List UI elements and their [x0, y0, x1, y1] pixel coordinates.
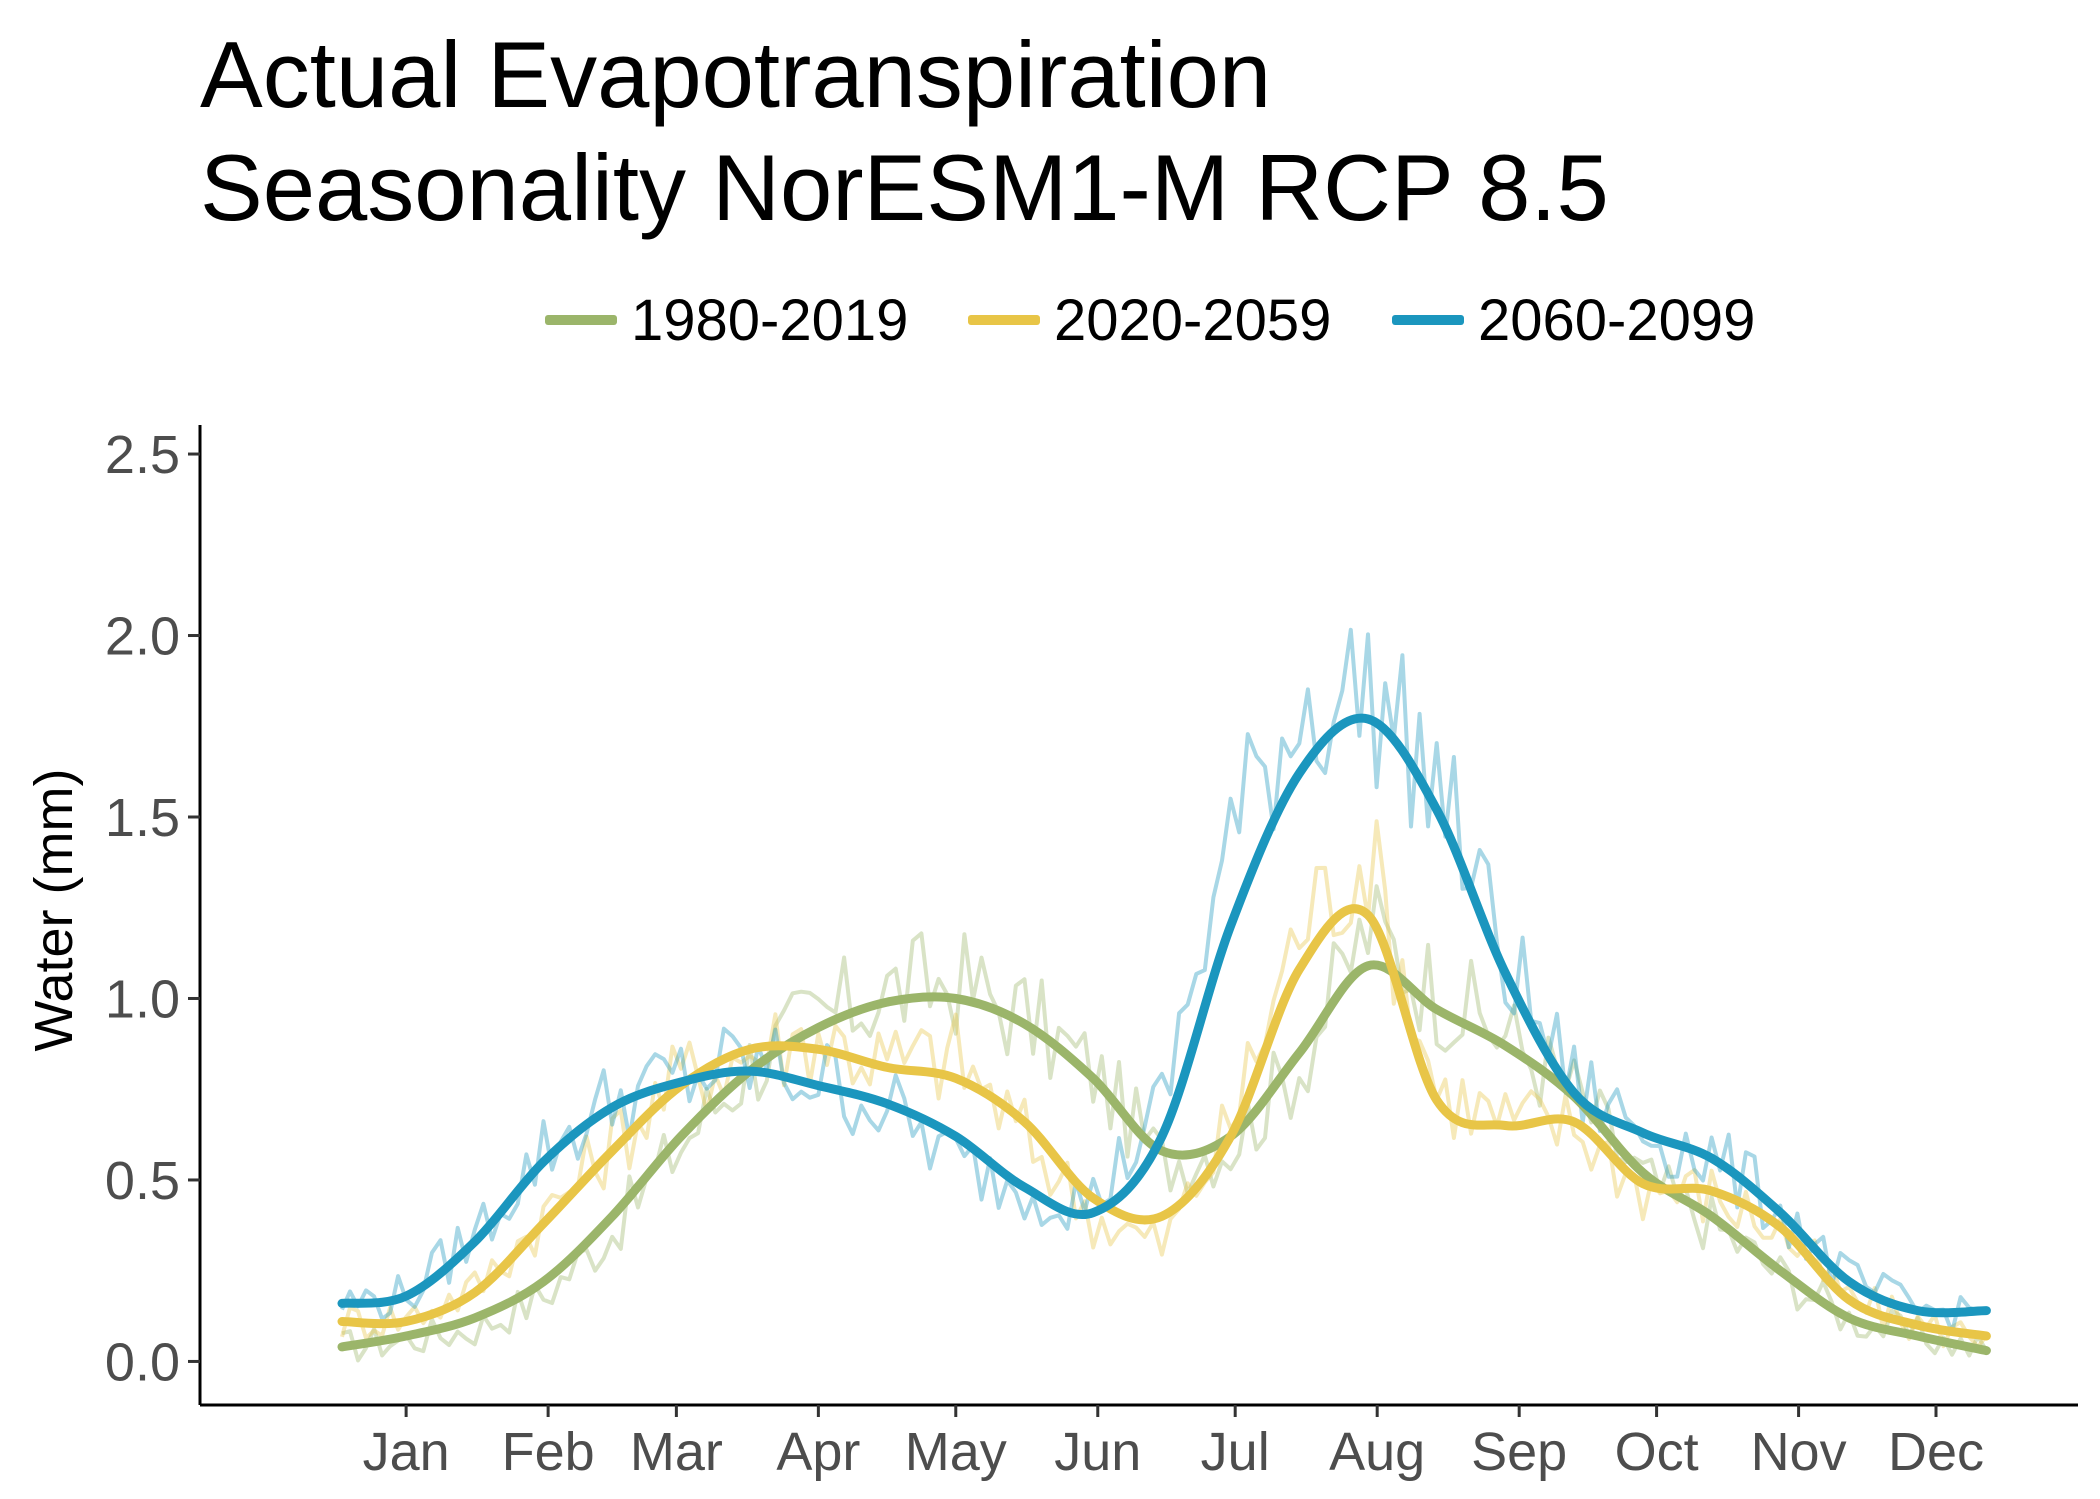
x-tick-label: Dec [1888, 1422, 1984, 1482]
axes-layer: 0.0 0.5 1.0 1.5 2.0 2.5 Jan Feb Mar Apr May Jun Jul A… [105, 425, 2078, 1482]
x-tick-label: Sep [1471, 1422, 1567, 1482]
raw-line-2060-2099 [340, 627, 1987, 1335]
y-tick-label: 2.5 [105, 425, 180, 485]
chart-title-line-2: Seasonality NorESM1-M RCP 8.5 [200, 135, 1609, 240]
y-tick-label: 2.0 [105, 607, 180, 667]
y-tick-label: 1.5 [105, 788, 180, 848]
x-tick-label: Aug [1329, 1422, 1425, 1482]
smooth-line-2060-2099 [337, 713, 1991, 1318]
x-tick-label: Apr [776, 1422, 860, 1482]
chart-title: Actual Evapotranspiration Seasonality No… [200, 18, 1609, 244]
legend-item-2060-2099: 2060-2099 [1392, 285, 1755, 355]
legend-key-2020-2059 [968, 315, 1040, 325]
x-tick-label: May [905, 1422, 1007, 1482]
legend-item-2020-2059: 2020-2059 [968, 285, 1331, 355]
smooth-line-2020-2059 [337, 904, 1991, 1341]
legend-label-1980-2019: 1980-2019 [631, 287, 909, 353]
legend: 1980-2019 2020-2059 2060-2099 [0, 285, 2100, 355]
y-tick-label: 0.0 [105, 1332, 180, 1392]
smooth-line-1980-2019 [337, 960, 1991, 1356]
x-tick-label: Jun [1054, 1422, 1141, 1482]
legend-label-2020-2059: 2020-2059 [1054, 287, 1332, 353]
x-tick-label: Mar [630, 1422, 723, 1482]
x-tick-label: Jan [363, 1422, 450, 1482]
y-tick-label: 1.0 [105, 969, 180, 1029]
legend-label-2060-2099: 2060-2099 [1478, 287, 1756, 353]
chart-title-line-1: Actual Evapotranspiration [200, 22, 1272, 127]
x-tick-label: Oct [1615, 1422, 1699, 1482]
raw-line-2020-2059 [340, 819, 1988, 1349]
raw-series-layer [340, 627, 1989, 1363]
smooth-series-layer [337, 713, 1991, 1356]
y-tick-label: 0.5 [105, 1151, 180, 1211]
x-tick-label: Nov [1751, 1422, 1847, 1482]
legend-item-1980-2019: 1980-2019 [545, 285, 908, 355]
x-tick-label: Feb [502, 1422, 595, 1482]
legend-key-1980-2019 [545, 315, 617, 325]
legend-key-2060-2099 [1392, 315, 1464, 325]
y-axis-label: Water (mm) [24, 769, 84, 1052]
x-tick-label: Jul [1201, 1422, 1270, 1482]
